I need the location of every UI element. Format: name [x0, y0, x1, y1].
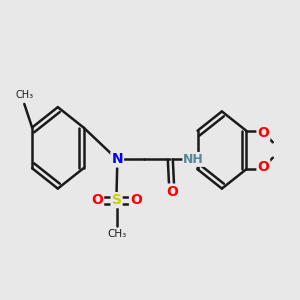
Text: O: O	[130, 193, 142, 207]
Text: N: N	[111, 152, 123, 167]
Text: O: O	[91, 193, 103, 207]
Text: O: O	[166, 184, 178, 199]
Text: O: O	[257, 126, 269, 140]
Text: NH: NH	[183, 153, 204, 166]
Text: O: O	[257, 160, 269, 174]
Text: S: S	[112, 193, 122, 207]
Text: CH₃: CH₃	[107, 229, 126, 238]
Text: CH₃: CH₃	[15, 89, 33, 100]
